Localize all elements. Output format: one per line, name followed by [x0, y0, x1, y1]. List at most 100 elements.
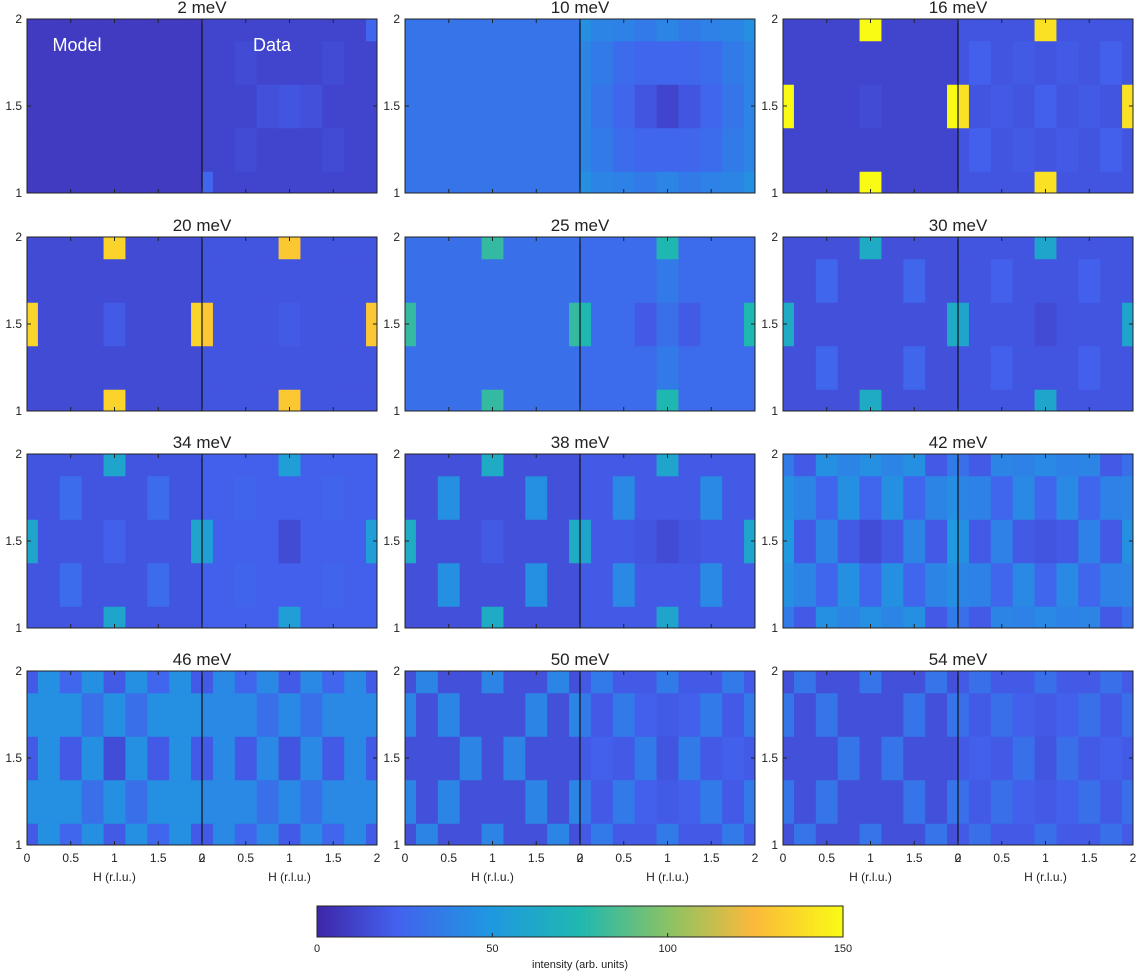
model-half [27, 237, 202, 411]
heatmap-cell [202, 736, 214, 781]
heatmap-cell [256, 19, 280, 42]
heatmap-cell [947, 475, 958, 520]
heatmap-cell [700, 389, 723, 411]
heatmap-cell [547, 302, 570, 347]
y-tick-label: 1 [771, 621, 778, 635]
heatmap-cell [37, 84, 61, 129]
heatmap-cell [925, 258, 948, 303]
heatmap-cell [1034, 389, 1057, 411]
heatmap-cell [27, 454, 39, 477]
heatmap-cell [256, 736, 280, 781]
heatmap-cell [300, 823, 323, 845]
heatmap-cell [580, 345, 592, 390]
heatmap-cell [344, 258, 367, 303]
heatmap-cell [212, 237, 236, 260]
heatmap-cell [256, 779, 280, 824]
heatmap-cell [881, 779, 904, 824]
heatmap-cell [569, 389, 580, 411]
heatmap-cell [700, 562, 723, 607]
heatmap-cell [278, 40, 301, 85]
heatmap-cell [103, 345, 126, 390]
heatmap-cell [202, 454, 214, 477]
heatmap-cell [437, 671, 461, 694]
heatmap-cell [37, 237, 61, 260]
heatmap-cell [783, 475, 795, 520]
heatmap-cell [202, 779, 214, 824]
heatmap-cell [525, 237, 548, 260]
heatmap-cell [459, 171, 483, 193]
heatmap-cell [191, 562, 202, 607]
heatmap-cell [1034, 40, 1057, 85]
heatmap-cell [366, 519, 377, 564]
heatmap-cell [700, 606, 723, 628]
heatmap-cell [859, 345, 882, 390]
heatmap-cell [503, 127, 526, 172]
heatmap-cell [612, 127, 636, 172]
heatmap-cell [525, 519, 548, 564]
heatmap-cell [81, 671, 105, 694]
heatmap-cell [580, 40, 592, 85]
heatmap-cell [147, 736, 170, 781]
heatmap-cell [278, 692, 301, 737]
heatmap-cell [783, 171, 795, 193]
heatmap-cell [300, 454, 323, 477]
heatmap-cell [405, 237, 417, 260]
heatmap-cell [1012, 562, 1036, 607]
heatmap-cell [525, 258, 548, 303]
heatmap-cell [300, 606, 323, 628]
heatmap-cell [947, 606, 958, 628]
heatmap-cell [103, 237, 126, 260]
x-tick-label: 2 [1130, 851, 1136, 865]
heatmap-cell [415, 237, 439, 260]
heatmap-cell [547, 671, 570, 694]
heatmap-cell [300, 171, 323, 193]
heatmap-cell [881, 389, 904, 411]
heatmap-cell [1100, 345, 1123, 390]
heatmap-panel [405, 19, 755, 193]
heatmap-cell [547, 19, 570, 42]
heatmap-cell [744, 606, 755, 628]
x-tick-label: 0.5 [440, 851, 457, 865]
heatmap-cell [234, 40, 258, 85]
panel-title: 54 meV [929, 650, 988, 669]
heatmap-cell [1100, 779, 1123, 824]
heatmap-cell [278, 779, 301, 824]
heatmap-cell [437, 736, 461, 781]
heatmap-cell [1056, 237, 1079, 260]
colorbar [316, 905, 844, 938]
heatmap-cell [903, 302, 926, 347]
heatmap-cell [525, 562, 548, 607]
heatmap-cell [656, 671, 679, 694]
heatmap-cell [1100, 475, 1123, 520]
heatmap-cell [234, 562, 258, 607]
heatmap-cell [59, 692, 83, 737]
heatmap-cell [503, 302, 526, 347]
heatmap-cell [590, 40, 614, 85]
heatmap-cell [569, 475, 580, 520]
heatmap-cell [815, 519, 839, 564]
colorbar-tick-label: 100 [658, 943, 676, 955]
model-half [27, 671, 202, 845]
heatmap-cell [503, 823, 526, 845]
heatmap-cell [1122, 519, 1133, 564]
heatmap-cell [903, 823, 926, 845]
heatmap-cell [968, 454, 992, 477]
heatmap-cell [958, 237, 970, 260]
heatmap-cell [405, 454, 417, 477]
heatmap-cell [366, 823, 377, 845]
heatmap-cell [405, 671, 417, 694]
heatmap-cell [125, 389, 148, 411]
heatmap-cell [212, 302, 236, 347]
heatmap-cell [27, 345, 39, 390]
y-tick-label: 1 [393, 404, 400, 418]
y-tick-label: 1.5 [5, 751, 22, 765]
heatmap-cell [525, 19, 548, 42]
heatmap-cell [459, 19, 483, 42]
heatmap-cell [968, 40, 992, 85]
heatmap-cell [191, 823, 202, 845]
heatmap-cell [103, 258, 126, 303]
heatmap-cell [859, 519, 882, 564]
heatmap-cell [459, 671, 483, 694]
heatmap-cell [169, 171, 192, 193]
